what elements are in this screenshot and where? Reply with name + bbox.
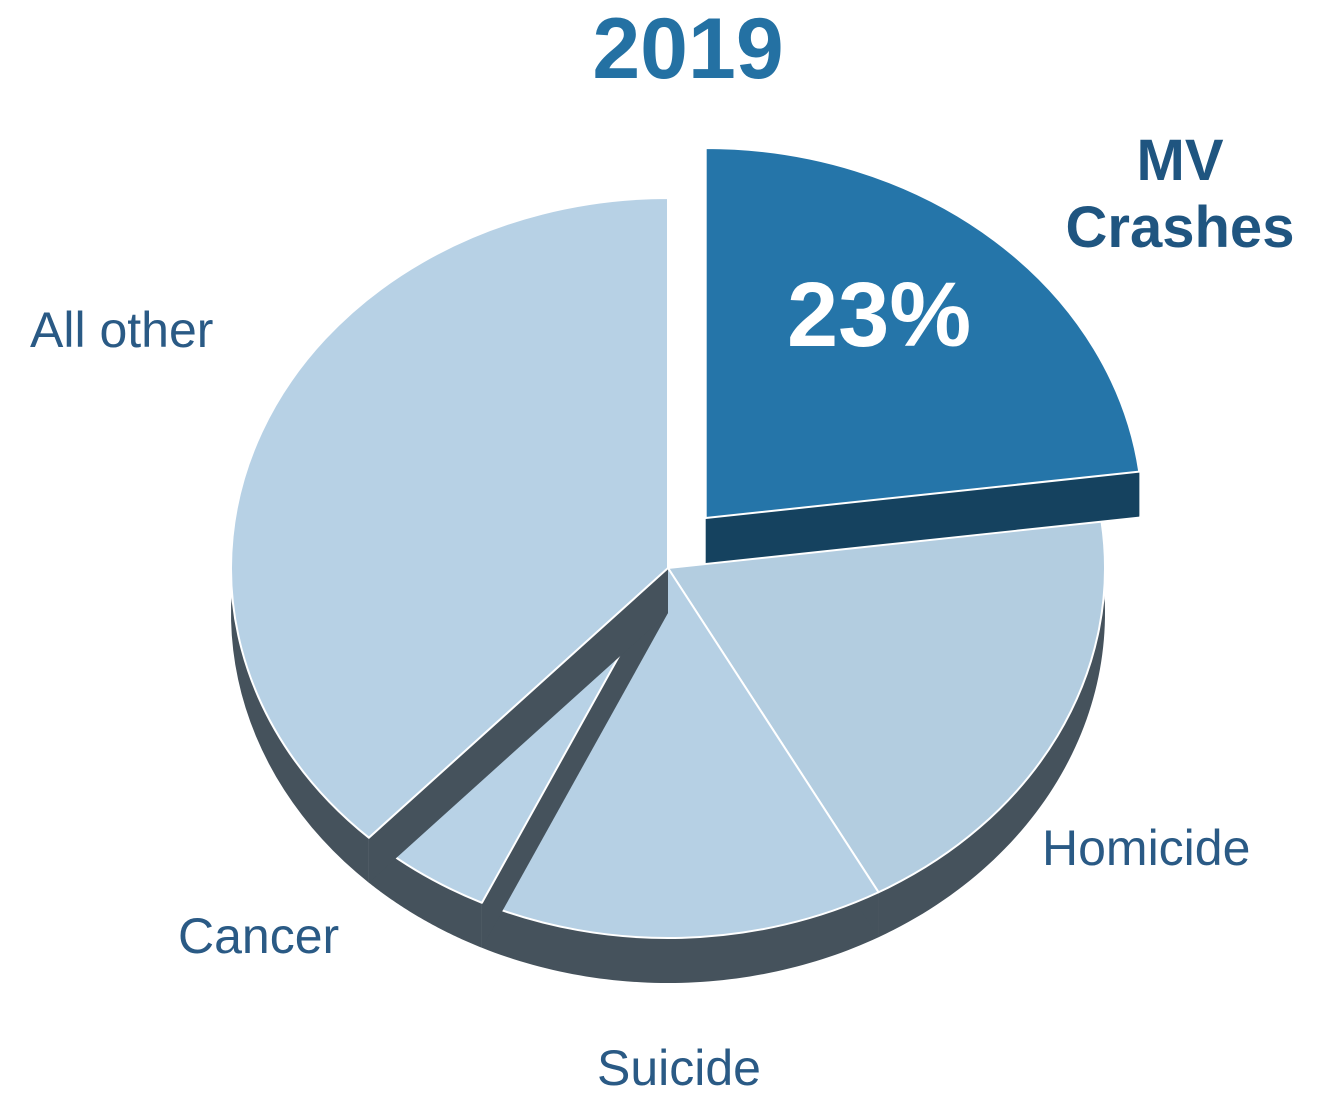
slice-top bbox=[667, 520, 1106, 894]
category-label: Cancer bbox=[178, 908, 340, 964]
category-label: Homicide bbox=[1042, 820, 1251, 876]
slice-top bbox=[230, 197, 669, 839]
slice-edge bbox=[481, 568, 668, 948]
slice bbox=[704, 147, 1141, 563]
slice-side bbox=[368, 837, 482, 948]
slice-edge bbox=[705, 471, 1140, 563]
category-label: MV Crashes bbox=[1065, 128, 1295, 260]
slice bbox=[230, 197, 669, 883]
category-label: All other bbox=[30, 302, 214, 358]
slice-top bbox=[480, 567, 880, 939]
category-label: Suicide bbox=[597, 1040, 761, 1096]
chart-title: 2019 bbox=[592, 1, 784, 97]
slice-side bbox=[481, 892, 879, 983]
slice-edge bbox=[368, 568, 668, 883]
value-label: 23% bbox=[787, 264, 971, 366]
slice-top bbox=[704, 147, 1141, 519]
slice-side bbox=[878, 521, 1105, 938]
